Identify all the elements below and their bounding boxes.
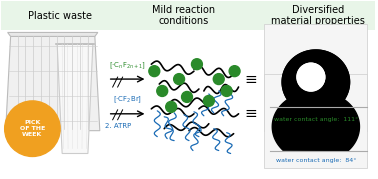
Circle shape [203, 95, 214, 106]
Text: ≡: ≡ [244, 72, 257, 87]
Text: ≡: ≡ [244, 106, 257, 121]
Circle shape [229, 66, 240, 77]
Text: Diversified
material properties: Diversified material properties [271, 5, 365, 26]
Text: PICK
OF THE
WEEK: PICK OF THE WEEK [20, 120, 45, 137]
Polygon shape [282, 50, 350, 107]
Circle shape [297, 63, 325, 91]
Circle shape [149, 66, 160, 77]
Polygon shape [282, 50, 350, 107]
Polygon shape [57, 44, 93, 154]
Circle shape [174, 74, 184, 84]
FancyBboxPatch shape [264, 23, 367, 131]
Circle shape [181, 91, 192, 102]
Text: [$\cdot$C$_n$F$_{2n+1}$]: [$\cdot$C$_n$F$_{2n+1}$] [109, 61, 146, 71]
Circle shape [213, 74, 224, 84]
Circle shape [192, 59, 202, 70]
Text: Plastic waste: Plastic waste [28, 11, 92, 21]
Circle shape [221, 86, 232, 96]
Text: water contact angle:  111°: water contact angle: 111° [274, 117, 358, 122]
Circle shape [166, 101, 177, 112]
Circle shape [5, 101, 60, 156]
Polygon shape [272, 91, 359, 150]
Circle shape [157, 86, 168, 96]
Text: [$\cdot$CF$_2$Br]: [$\cdot$CF$_2$Br] [113, 94, 142, 105]
Circle shape [297, 63, 325, 91]
Text: 2. ATRP: 2. ATRP [104, 123, 131, 129]
Text: water contact angle:  84°: water contact angle: 84° [276, 158, 356, 163]
Polygon shape [6, 36, 100, 131]
FancyBboxPatch shape [1, 1, 375, 30]
Polygon shape [8, 32, 98, 36]
Text: Mild reaction
conditions: Mild reaction conditions [152, 5, 215, 26]
FancyBboxPatch shape [264, 74, 367, 168]
